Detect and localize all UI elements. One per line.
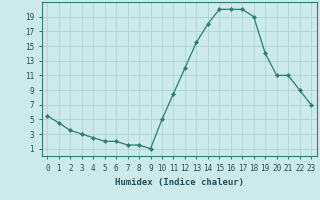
X-axis label: Humidex (Indice chaleur): Humidex (Indice chaleur): [115, 178, 244, 187]
